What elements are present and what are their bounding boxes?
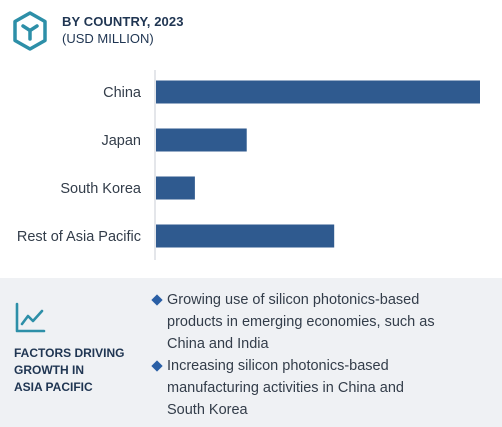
factor-text-line: Increasing silicon photonics-based [167,358,389,374]
factor-text-line: Growing use of silicon photonics-based [167,292,420,308]
bar [156,176,195,200]
chart-subtitle: (USD MILLION) [62,31,154,46]
bar [156,224,335,248]
category-label: Rest of Asia Pacific [17,229,141,245]
diamond-bullet-icon [151,294,163,306]
category-label: Japan [101,133,141,149]
factors-list: Growing use of silicon photonics-based p… [151,289,492,421]
bar [156,80,480,104]
diamond-bullet-icon [151,360,163,372]
bar-chart: China Japan South Korea Rest of Asia Pacifi… [17,70,480,260]
factor-item: Growing use of silicon photonics-based p… [151,289,492,355]
cube-logo-icon [13,11,47,51]
factor-text-line: China and India [167,336,269,352]
chart-header: BY COUNTRY, 2023 (USD MILLION) [0,0,502,60]
factors-title-line: ASIA PACIFIC [14,380,93,394]
chart-title: BY COUNTRY, 2023 [62,14,184,29]
line-chart-icon [15,302,46,333]
factor-text-line: South Korea [167,402,248,418]
factor-text-line: products in emerging economies, such as [167,314,435,330]
factors-title-line: FACTORS DRIVING [14,346,125,360]
factors-title-line: GROWTH IN [14,363,84,377]
category-label: China [103,85,142,101]
factor-item: Increasing silicon photonics-based manuf… [151,355,492,421]
factor-text-line: manufacturing activities in China and [167,380,404,396]
factors-panel: FACTORS DRIVING GROWTH IN ASIA PACIFIC G… [0,278,502,427]
bar [156,128,247,152]
factors-title: FACTORS DRIVING GROWTH IN ASIA PACIFIC [14,345,144,396]
category-label: South Korea [60,181,142,197]
